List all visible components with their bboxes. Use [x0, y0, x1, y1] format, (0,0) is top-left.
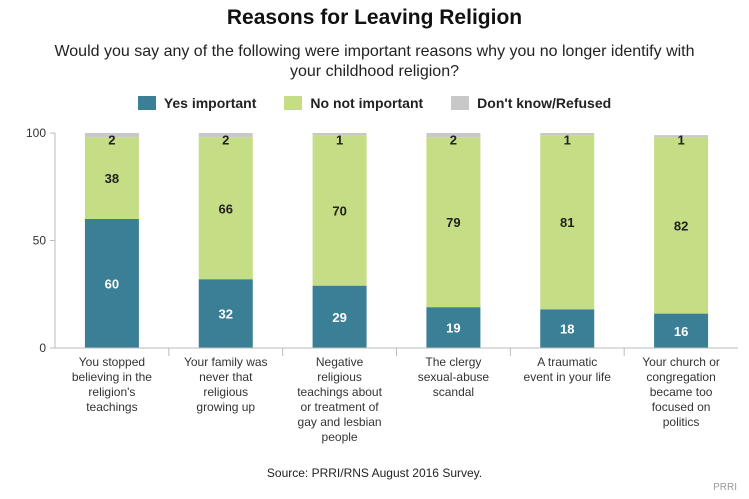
- bar-2: [426, 137, 481, 308]
- bar-1: [198, 279, 253, 348]
- bar-1: [426, 307, 481, 348]
- x-tick-label: Negative religious teachings about or treat…: [297, 355, 382, 444]
- x-tick-label: You stopped believing in the religion's tea…: [72, 355, 152, 414]
- chart-title: Reasons for Leaving Religion: [226, 6, 523, 29]
- data-label: 60: [105, 277, 119, 292]
- y-tick-label: 100: [26, 126, 46, 140]
- x-tick-label: A traumatic event in your life: [524, 355, 612, 384]
- data-label-top: 2: [222, 133, 229, 148]
- data-label: 32: [219, 307, 233, 322]
- data-label-top: 2: [108, 133, 115, 148]
- bar-1: [312, 285, 367, 348]
- data-label: 18: [560, 322, 574, 337]
- data-label-top: 1: [336, 133, 343, 148]
- legend-label-no: No not important: [310, 95, 424, 111]
- x-tick-label: Your church or congregation became too focu…: [642, 355, 720, 429]
- y-tick-label: 0: [39, 341, 46, 355]
- bar-3: [540, 133, 595, 136]
- data-label: 38: [105, 171, 119, 186]
- legend-item-no: No not important: [284, 95, 423, 111]
- bar-2: [540, 135, 595, 310]
- bar-3: [312, 133, 367, 136]
- bar-1: [540, 309, 595, 348]
- legend-swatch-dk: [451, 96, 470, 110]
- data-label-top: 2: [450, 133, 457, 148]
- legend-swatch-yes: [137, 96, 156, 110]
- data-label: 82: [674, 218, 688, 233]
- legend: Yes important No not important Don't kno…: [0, 95, 749, 111]
- bar-3: [426, 133, 481, 138]
- bar-3: [84, 133, 139, 138]
- legend-label-dk: Don't know/Refused: [477, 95, 612, 111]
- data-label: 19: [446, 321, 460, 336]
- legend-label-yes: Yes important: [163, 95, 257, 111]
- credit-logo: PRRI: [713, 482, 737, 493]
- bar-1: [84, 219, 139, 348]
- data-label-top: 1: [564, 133, 571, 148]
- legend-item-yes: Yes important: [137, 95, 257, 111]
- chart-subtitle: Would you say any of the following were …: [54, 43, 695, 80]
- data-label: 81: [560, 215, 574, 230]
- bar-3: [198, 133, 253, 138]
- bar-2: [84, 137, 139, 219]
- data-label: 16: [674, 324, 688, 339]
- bar-3: [654, 135, 709, 138]
- bar-2: [312, 135, 367, 286]
- bar-2: [654, 137, 709, 314]
- data-label: 79: [446, 215, 460, 230]
- data-label: 70: [332, 203, 346, 218]
- data-label: 29: [332, 310, 346, 325]
- y-tick-label: 50: [33, 234, 47, 248]
- x-tick-label: The clergy sexual-abuse scandal: [418, 355, 490, 399]
- legend-swatch-no: [284, 96, 303, 110]
- data-label-top: 1: [677, 133, 684, 148]
- bar-1: [654, 313, 709, 348]
- bar-2: [198, 137, 253, 280]
- source-note: Source: PRRI/RNS August 2016 Survey.: [266, 466, 483, 480]
- x-tick-label: Your family was never that religious growin…: [184, 355, 268, 414]
- data-label: 66: [219, 201, 233, 216]
- legend-item-dk: Don't know/Refused: [451, 95, 611, 111]
